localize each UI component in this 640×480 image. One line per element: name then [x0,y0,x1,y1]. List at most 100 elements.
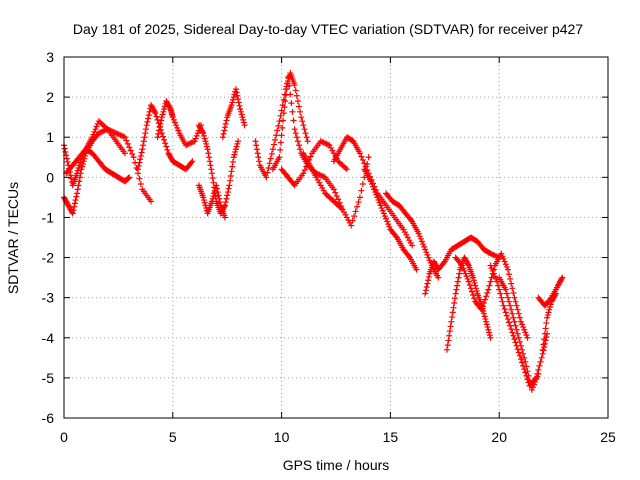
trail-marker [463,273,470,280]
trail-marker [156,124,163,131]
trail-marker [500,255,507,262]
trail-marker [532,378,539,385]
trail-marker [294,98,301,105]
trail-marker [76,159,83,166]
trail-marker [294,138,301,145]
trail-marker [224,189,231,196]
trail-marker [292,87,299,94]
trail-marker [80,158,87,165]
trail-marker [510,332,517,339]
trail-marker [425,273,432,280]
trail-marker [238,111,245,118]
data-point [452,290,459,297]
data-point [252,138,259,145]
trail-marker [301,166,308,173]
data-point [539,346,546,353]
trail-marker [484,324,491,331]
trail-marker [545,309,552,316]
trail-marker [62,148,69,155]
trail-marker [383,215,390,222]
trail-marker [239,114,246,121]
trail-marker [193,132,200,139]
trail-marker [496,286,503,293]
trail-marker [296,142,303,149]
data-point [485,286,492,293]
trail-marker [426,257,433,264]
trail-marker [61,145,68,152]
trail-marker [275,122,282,129]
trail-marker [79,163,86,170]
trail-marker [230,96,237,103]
trail-marker [302,130,309,137]
trail-marker [519,321,526,328]
trail-marker [469,288,475,295]
trail-marker [516,352,523,359]
trail-marker [287,91,294,98]
data-point [291,82,298,89]
trail-marker [510,314,517,321]
data-point [483,318,490,325]
trail-marker [460,265,467,272]
trail-marker [136,159,143,166]
trail-marker [531,381,538,388]
trail-marker [281,91,288,98]
data-point [143,122,150,129]
axis-layer: 0 5 10 15 20 25 -6 -5 -4 -3 -2 -1 0 1 2 3 [42,49,616,445]
trail-marker [140,142,147,149]
trail-marker [129,150,136,157]
x-tick-label: 5 [169,429,177,445]
chart-title: Day 181 of 2025, Sidereal Day-to-day VTE… [73,21,583,37]
trail-marker [201,199,208,206]
trail-marker [480,300,487,307]
data-point [544,314,551,321]
trail-marker [227,177,234,184]
trail-marker [76,178,83,185]
series-track-s [487,262,551,389]
trail-marker [355,199,362,206]
trail-marker [503,263,510,270]
trail-marker [517,356,524,363]
trail-marker [464,275,471,282]
trail-marker [127,147,134,154]
trail-marker [229,99,236,106]
data-point [367,178,374,185]
trail-marker [277,139,284,146]
trail-marker [222,124,229,131]
trail-marker [485,326,492,333]
trail-marker [63,155,70,162]
trail-marker [67,172,74,179]
data-point [487,262,494,269]
trail-marker [288,100,295,107]
trail-marker [513,326,520,333]
x-tick-label: 25 [600,429,616,445]
y-tick-label: 3 [46,49,54,65]
trail-marker [206,154,213,161]
trail-marker [417,235,424,242]
data-point [504,266,511,273]
data-point [208,198,215,205]
trail-marker [265,164,272,171]
trail-marker [126,144,133,151]
trail-marker [519,346,526,353]
trail-marker [516,338,523,345]
data-point [509,310,516,317]
trail-marker [285,75,292,82]
trail-marker [449,314,456,321]
trail-marker [424,280,431,287]
trail-marker [509,285,516,292]
data-point [158,114,165,121]
data-point [515,334,522,341]
trail-marker [293,134,300,141]
trail-marker [124,140,131,147]
trail-marker [163,143,170,150]
trail-marker [76,162,83,169]
trail-marker [137,156,144,163]
trail-marker [76,174,83,181]
series-track-u [535,274,566,309]
trail-marker [282,98,289,105]
trail-marker [354,203,361,210]
trail-marker [256,158,263,165]
data-point [330,186,337,193]
trail-marker [508,326,515,333]
trail-marker [538,354,545,361]
